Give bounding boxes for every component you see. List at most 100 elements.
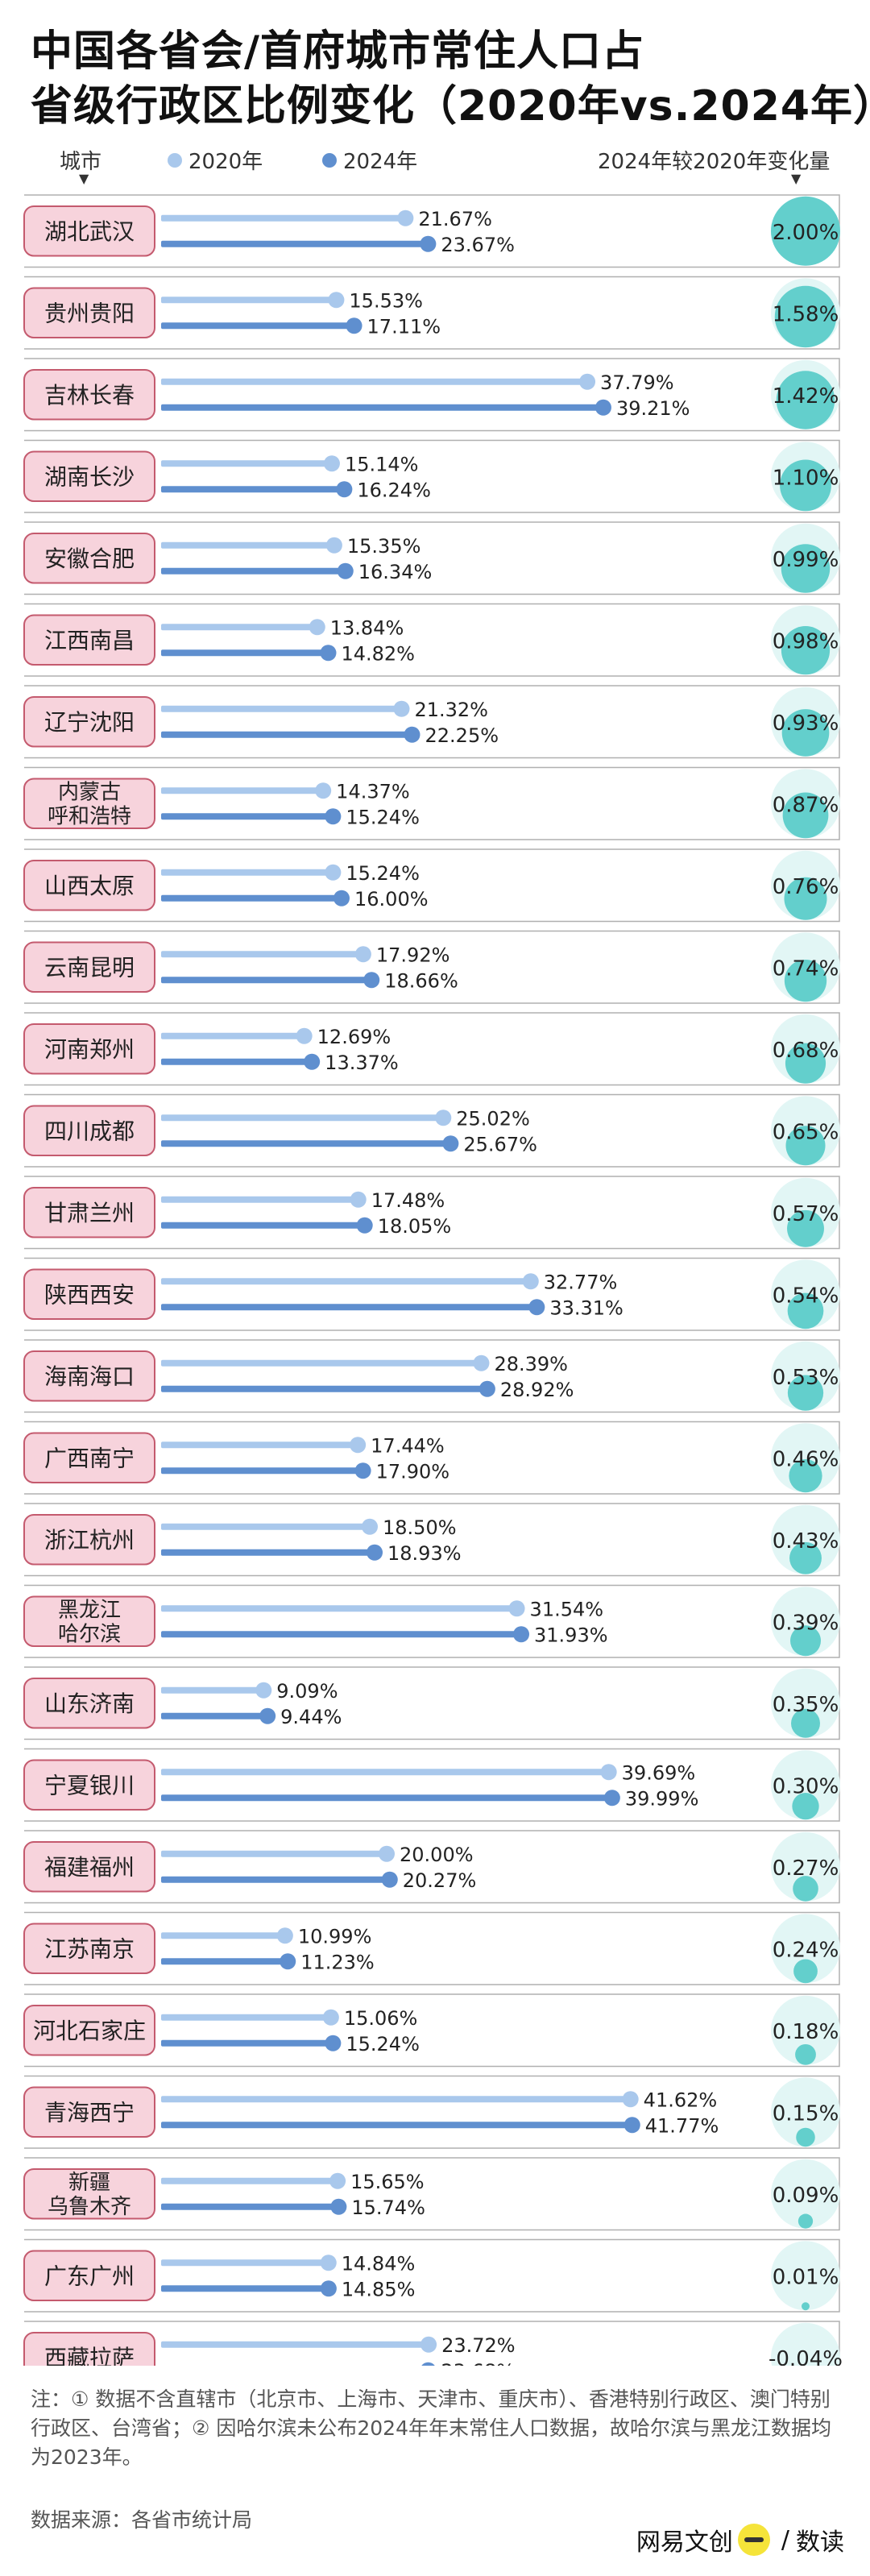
chart-row: 江苏南京 10.99% 11.23% 0.24% [23, 1911, 840, 1985]
bar-2024 [161, 1876, 390, 1883]
change-label: 0.01% [773, 2265, 839, 2289]
value-label-2024: 14.85% [342, 2278, 416, 2300]
change-arrow-icon: ▼ [791, 171, 802, 186]
brand-left: 网易文创 [636, 2528, 733, 2557]
change-circle [774, 285, 837, 348]
change-label: 0.24% [773, 1938, 839, 1962]
bar-2024 [161, 567, 346, 575]
point-2020 [522, 1273, 539, 1290]
value-label-2024: 39.21% [616, 397, 690, 420]
bar-2024 [161, 1222, 365, 1229]
change-label: 0.27% [773, 1856, 839, 1881]
value-label-2020: 13.84% [330, 616, 404, 639]
change-circle [787, 1375, 824, 1411]
point-2020 [255, 1682, 272, 1699]
value-label-2024: 16.24% [357, 479, 431, 501]
legend-2020-dot-icon [168, 152, 182, 168]
city-label: 辽宁沈阳 [44, 709, 135, 736]
bar-2020 [161, 2014, 331, 2021]
change-label: 0.93% [773, 711, 839, 736]
point-2020 [325, 537, 342, 554]
value-label-2024: 18.66% [384, 969, 458, 992]
point-2024 [320, 2280, 337, 2297]
change-circle [785, 1126, 826, 1166]
chart-row: 广东广州 14.84% 14.85% 0.01% [23, 2238, 840, 2313]
change-label: 1.58% [773, 302, 839, 326]
city-label: 山东济南 [44, 1690, 135, 1717]
value-label-2020: 37.79% [600, 371, 674, 394]
point-2024 [420, 235, 437, 252]
city-label-box [23, 1187, 155, 1238]
bar-2020 [161, 1686, 264, 1694]
bar-2020 [161, 214, 406, 222]
city-label-box [23, 533, 155, 584]
netease-badge-icon [737, 2524, 770, 2556]
bar-2024 [161, 977, 372, 984]
city-label-box [23, 1678, 155, 1729]
value-label-2024: 18.93% [387, 1542, 462, 1565]
chart-legend: 城市 ▼ 2020年 2024年 2024年较2020年变化量 ▼ [0, 145, 870, 186]
bar-2024 [161, 1467, 363, 1475]
value-label-2024: 33.31% [549, 1296, 624, 1319]
city-label: 甘肃兰州 [44, 1200, 135, 1226]
value-label-2024: 16.34% [358, 561, 433, 583]
point-2024 [330, 2198, 347, 2215]
bar-2024 [161, 322, 354, 330]
value-label-2020: 20.00% [400, 1844, 474, 1866]
chart-row: 河南郑州 12.69% 13.37% 0.68% [23, 1012, 840, 1086]
change-circle [781, 544, 831, 593]
point-2024 [259, 1707, 276, 1724]
point-2024 [304, 1053, 321, 1070]
bar-2020 [161, 2177, 338, 2184]
value-label-2020: 17.48% [371, 1189, 445, 1212]
chart-row: 江西南昌 13.84% 14.82% 0.98% [23, 603, 840, 677]
bar-2024 [161, 1058, 313, 1065]
legend-2020: 2020年 [168, 145, 263, 175]
city-label-box [23, 1759, 155, 1811]
value-label-2024: 28.92% [500, 1379, 574, 1401]
change-label: 0.57% [773, 1202, 839, 1226]
chart-row: 辽宁沈阳 21.32% 22.25% 0.93% [23, 685, 840, 759]
change-circle [780, 459, 831, 512]
change-circle-bg [771, 1750, 840, 1820]
point-2020 [309, 619, 325, 636]
change-circle-bg [771, 1831, 840, 1902]
bar-2024 [161, 1958, 288, 1965]
change-label: 0.68% [773, 1039, 839, 1063]
legend-2020-label: 2020年 [188, 150, 263, 174]
change-label: -0.04% [768, 2347, 843, 2366]
point-2024 [325, 2035, 342, 2051]
point-2024 [528, 1299, 545, 1316]
point-2020 [379, 1845, 395, 1862]
bar-2020 [161, 1769, 609, 1776]
change-circle-bg [771, 1914, 840, 1984]
bar-2020 [161, 705, 402, 712]
bar-2020 [161, 1359, 482, 1367]
chart-title-line2: 省级行政区比例变化（2020年vs.2024年） [31, 82, 870, 131]
chart-row: 安徽合肥 15.35% 16.34% 0.99% [23, 521, 840, 595]
city-label: 陕西西安 [44, 1281, 135, 1308]
chart-row: 云南昆明 17.92% 18.66% 0.74% [23, 930, 840, 1004]
value-label-2024: 41.77% [645, 2114, 719, 2137]
point-2020 [600, 1764, 617, 1781]
bar-2020 [161, 951, 363, 958]
change-circle [776, 371, 835, 429]
bar-2020 [161, 1114, 444, 1122]
value-label-2020: 14.37% [336, 780, 410, 803]
chart-plot: 湖北武汉 21.67% 23.67% 2.00% 贵州贵阳 15.53% 17.11% 1.5… [23, 194, 843, 2366]
chart-title: 中国各省会/首府城市常住人口占 省级行政区比例变化（2020年vs.2024年） [31, 24, 870, 134]
bar-2024 [161, 649, 329, 657]
brand-logo: 网易文创 / 数读 [636, 2522, 844, 2557]
change-circle [781, 626, 831, 675]
bar-2024 [161, 894, 342, 902]
bar-2020 [161, 2259, 329, 2267]
legend-change: 2024年较2020年变化量 [598, 145, 830, 175]
change-label: 1.42% [773, 384, 839, 409]
bar-2024 [161, 1794, 612, 1802]
chart-row: 湖南长沙 15.14% 16.24% 1.10% [23, 439, 840, 513]
bar-2024 [161, 2122, 632, 2129]
value-label-2020: 31.54% [530, 1598, 604, 1620]
city-label: 海南海口 [44, 1363, 135, 1390]
